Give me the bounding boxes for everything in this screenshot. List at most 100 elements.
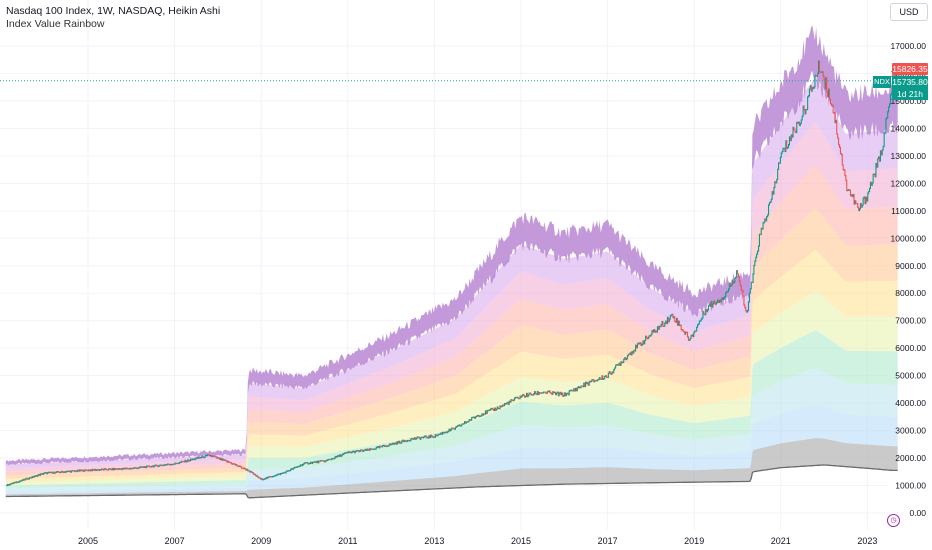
price-candle bbox=[622, 361, 624, 364]
price-candle bbox=[124, 467, 126, 470]
price-candle bbox=[890, 92, 892, 96]
price-candle bbox=[210, 455, 212, 458]
price-candle bbox=[769, 201, 771, 204]
price-candle bbox=[396, 441, 398, 445]
currency-selector[interactable]: USD bbox=[890, 3, 928, 21]
price-candle bbox=[295, 466, 297, 468]
price-candle bbox=[325, 460, 327, 462]
price-candle bbox=[870, 181, 872, 186]
x-axis-tick-label: 2005 bbox=[78, 536, 98, 546]
price-candle bbox=[362, 450, 364, 452]
price-candle bbox=[710, 300, 712, 307]
price-candle bbox=[198, 457, 200, 459]
price-candle bbox=[832, 104, 834, 114]
price-candle bbox=[229, 461, 231, 464]
price-candle bbox=[318, 460, 320, 464]
price-candle bbox=[585, 381, 587, 388]
price-candle bbox=[51, 471, 53, 474]
price-candle bbox=[526, 392, 528, 398]
price-candle bbox=[560, 391, 562, 396]
price-candle bbox=[668, 318, 670, 323]
price-candle bbox=[20, 480, 22, 482]
price-candle bbox=[768, 204, 770, 216]
price-candle bbox=[305, 462, 307, 464]
price-candle bbox=[112, 467, 114, 471]
price-candle bbox=[28, 477, 30, 480]
y-axis-tick-label: 8000.00 bbox=[895, 288, 926, 298]
price-candle bbox=[328, 458, 330, 461]
price-candle bbox=[882, 145, 884, 151]
price-candle bbox=[563, 395, 565, 397]
price-candle bbox=[367, 448, 369, 451]
price-candle bbox=[604, 375, 606, 380]
price-candle bbox=[722, 297, 724, 300]
price-candle bbox=[357, 450, 359, 452]
price-candle bbox=[160, 464, 162, 466]
price-candle bbox=[678, 320, 680, 327]
price-candle bbox=[115, 468, 117, 470]
price-candle bbox=[864, 196, 866, 205]
price-candle bbox=[469, 419, 471, 421]
price-candle bbox=[591, 379, 593, 382]
price-candle bbox=[804, 109, 806, 115]
price-candle bbox=[761, 227, 763, 230]
price-candle bbox=[813, 86, 815, 90]
price-candle bbox=[290, 468, 292, 472]
price-candle bbox=[416, 436, 418, 439]
y-axis-tick-label: 0.00 bbox=[909, 508, 926, 518]
price-candle bbox=[284, 471, 286, 474]
price-candle bbox=[212, 455, 214, 457]
price-candle bbox=[110, 468, 112, 471]
price-candle bbox=[686, 331, 688, 333]
price-candle bbox=[557, 391, 559, 397]
price-candle bbox=[646, 335, 648, 339]
price-candle bbox=[386, 445, 388, 448]
price-candle bbox=[351, 451, 353, 454]
y-axis-tick-label: 15000.00 bbox=[891, 96, 927, 106]
price-candle bbox=[132, 467, 134, 470]
timezone-icon[interactable]: ◷ bbox=[887, 514, 900, 527]
price-candle bbox=[301, 464, 303, 467]
price-candle bbox=[888, 106, 890, 113]
price-candle bbox=[177, 462, 179, 465]
price-candle bbox=[637, 342, 639, 345]
price-candle bbox=[280, 472, 282, 476]
price-candle bbox=[314, 461, 316, 463]
price-candle bbox=[86, 469, 88, 471]
price-candle bbox=[231, 463, 233, 465]
price-candle bbox=[650, 333, 652, 337]
price-candle bbox=[701, 317, 703, 320]
price-candle bbox=[436, 435, 438, 437]
price-candle bbox=[337, 454, 339, 457]
price-candle bbox=[74, 470, 76, 472]
indicator-legend[interactable]: Index Value Rainbow bbox=[6, 18, 105, 30]
price-candle bbox=[27, 477, 29, 480]
price-candle bbox=[679, 324, 681, 327]
y-axis-tick-label: 12000.00 bbox=[891, 178, 927, 188]
price-candle bbox=[699, 320, 701, 322]
price-candle bbox=[499, 405, 501, 410]
price-candle bbox=[48, 471, 50, 473]
price-candle bbox=[564, 392, 566, 397]
price-candle bbox=[233, 463, 235, 465]
price-candle bbox=[190, 458, 192, 462]
price-candle bbox=[746, 310, 748, 313]
price-candle bbox=[556, 391, 558, 394]
price-candle bbox=[294, 466, 296, 469]
price-candle bbox=[21, 479, 23, 482]
price-candle bbox=[161, 464, 163, 467]
price-candle bbox=[360, 449, 362, 452]
price-candle bbox=[462, 423, 464, 425]
price-candle bbox=[744, 304, 746, 309]
price-candle bbox=[423, 436, 425, 439]
price-candle bbox=[412, 437, 414, 440]
price-candle bbox=[472, 416, 474, 419]
price-candle bbox=[189, 459, 191, 462]
price-candle bbox=[799, 122, 801, 127]
price-candle bbox=[856, 203, 858, 205]
price-candle bbox=[457, 425, 459, 427]
price-candle bbox=[661, 321, 663, 326]
price-candle bbox=[206, 454, 208, 456]
price-candle bbox=[685, 331, 687, 335]
